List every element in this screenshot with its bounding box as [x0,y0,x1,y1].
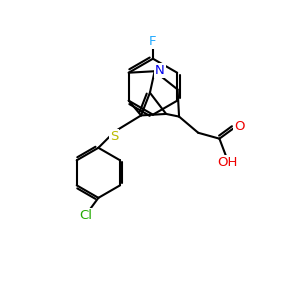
Text: Cl: Cl [80,209,92,222]
Text: O: O [234,120,244,134]
Text: F: F [149,35,157,48]
Text: N: N [155,64,165,76]
Text: OH: OH [217,156,238,169]
Text: S: S [110,130,118,143]
